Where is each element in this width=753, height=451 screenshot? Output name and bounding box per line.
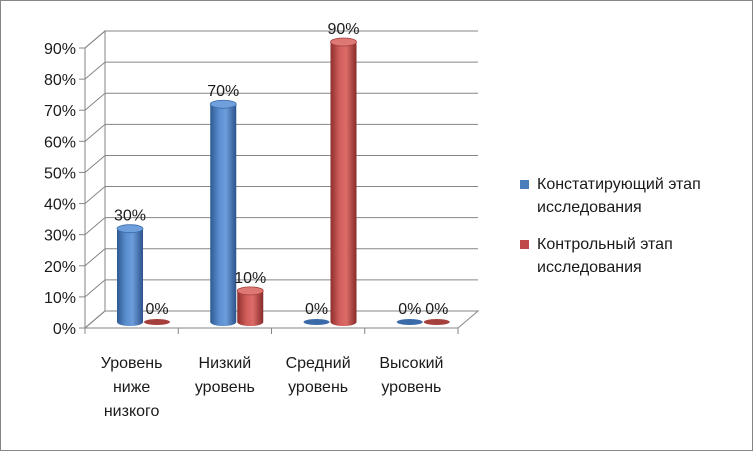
- bar: [303, 319, 330, 325]
- gridline: [84, 123, 478, 142]
- side-wall: [84, 29, 106, 330]
- y-tick-label: 10%: [44, 290, 76, 307]
- y-tick-label: 70%: [44, 103, 76, 120]
- y-tick-label: 40%: [44, 197, 76, 214]
- bar-top: [330, 37, 357, 47]
- gridline: [84, 61, 478, 80]
- data-label: 0%: [145, 301, 168, 318]
- data-label: 30%: [114, 208, 146, 225]
- bar-top: [236, 286, 264, 296]
- y-tick-label: 80%: [44, 72, 76, 89]
- data-label: 0%: [425, 301, 448, 318]
- y-tick-label: 30%: [44, 228, 76, 245]
- bar: [396, 319, 423, 325]
- data-label: 0%: [305, 301, 328, 318]
- y-tick-label: 60%: [44, 134, 76, 151]
- x-tick-label: Уровень ниже низкого: [101, 355, 163, 420]
- bar-top: [116, 224, 144, 234]
- x-tick-label: Средний уровень: [286, 355, 351, 396]
- gridline: [84, 154, 478, 173]
- bar: [330, 42, 357, 326]
- data-label: 0%: [398, 301, 421, 318]
- y-tick-label: 50%: [44, 165, 76, 182]
- bar: [237, 290, 264, 326]
- y-tick-label: 0%: [53, 321, 76, 338]
- legend-item-series-1: Констатирующий этап исследования: [520, 173, 740, 219]
- legend-swatch-series-1: [520, 180, 529, 189]
- gridline: [84, 186, 478, 204]
- x-tick-label: Низкий уровень: [195, 355, 255, 396]
- data-label: 70%: [207, 83, 239, 100]
- bar: [423, 319, 450, 325]
- bar: [210, 104, 237, 326]
- bar-top: [209, 99, 237, 109]
- bar: [117, 228, 143, 326]
- legend: Констатирующий этап исследования Контрол…: [520, 173, 740, 293]
- data-label: 90%: [327, 21, 359, 38]
- y-tick-label: 20%: [44, 259, 76, 276]
- legend-item-series-2: Контрольный этап исследования: [520, 233, 740, 279]
- legend-swatch-series-2: [520, 240, 529, 249]
- y-tick-label: 90%: [44, 41, 76, 58]
- gridline: [84, 248, 478, 267]
- x-tick-label: Высокий уровень: [379, 355, 443, 396]
- gridline: [84, 30, 478, 49]
- bar: [144, 319, 170, 325]
- gridline: [84, 279, 478, 298]
- legend-label-series-1: Констатирующий этап исследования: [537, 176, 701, 216]
- legend-label-series-2: Контрольный этап исследования: [537, 236, 673, 276]
- data-label: 10%: [234, 270, 266, 287]
- gridline: [84, 92, 478, 111]
